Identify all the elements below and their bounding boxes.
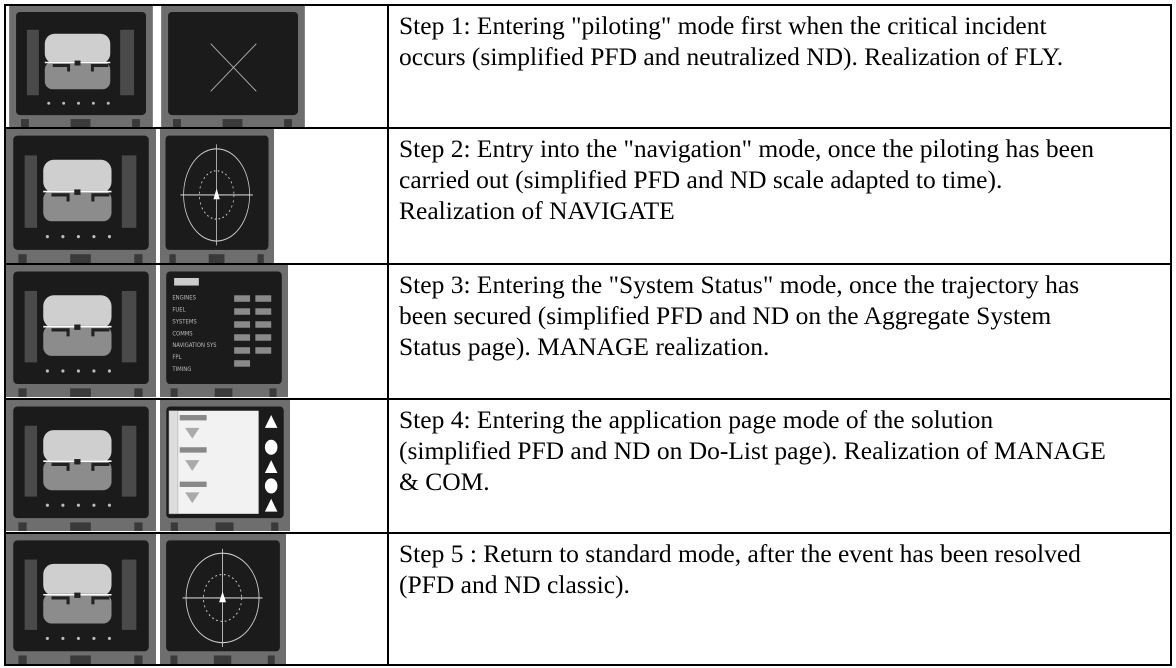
row: ENGINES FUEL SYSTEMS COMMS NAVIGATION SY… (4, 263, 1172, 400)
nd-image (160, 129, 274, 263)
status-label: NAVIGATION SYS (172, 343, 216, 350)
display-images (4, 127, 389, 265)
nd-image (160, 400, 290, 531)
status-label: TIMING (171, 367, 191, 374)
step-text: Step 3: Entering the "System Status" mod… (387, 263, 1172, 400)
pfd-image (6, 400, 156, 531)
pfd-image (6, 265, 156, 397)
status-label: FPL (172, 355, 182, 362)
pfd-image (6, 129, 156, 263)
nd-image (160, 6, 306, 127)
status-label: FUEL (172, 307, 186, 314)
display-images: ENGINES FUEL SYSTEMS COMMS NAVIGATION SY… (4, 263, 389, 400)
steps-table: Step 1: Entering "piloting" mode first w… (4, 4, 1172, 666)
pfd-image (6, 6, 156, 127)
row: Step 4: Entering the application page mo… (4, 398, 1172, 534)
step-text: Step 5 : Return to standard mode, after … (387, 532, 1172, 666)
pfd-image (6, 534, 156, 664)
step-text: Step 2: Entry into the "navigation" mode… (387, 127, 1172, 265)
display-images (4, 4, 389, 129)
status-label: COMMS (172, 331, 193, 338)
step-text: Step 1: Entering "piloting" mode first w… (387, 4, 1172, 129)
display-images (4, 398, 389, 534)
nd-image (160, 534, 286, 664)
status-label: ENGINES (172, 295, 196, 302)
row: Step 2: Entry into the "navigation" mode… (4, 127, 1172, 265)
status-label: SYSTEMS (172, 319, 197, 326)
nd-image: ENGINES FUEL SYSTEMS COMMS NAVIGATION SY… (160, 265, 288, 397)
display-images (4, 532, 389, 666)
step-text: Step 4: Entering the application page mo… (387, 398, 1172, 534)
row: Step 1: Entering "piloting" mode first w… (4, 4, 1172, 129)
row: Step 5 : Return to standard mode, after … (4, 532, 1172, 666)
